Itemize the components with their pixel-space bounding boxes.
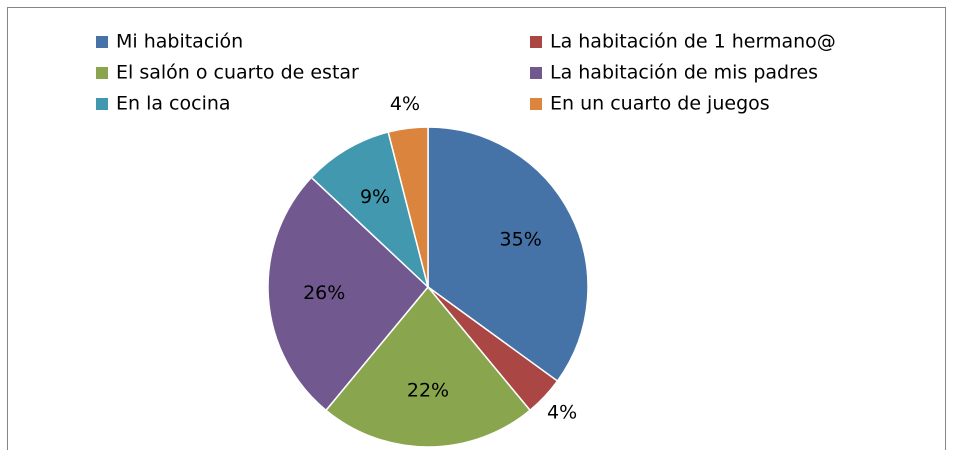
legend-swatch [96, 36, 108, 48]
data-label: 9% [360, 186, 390, 208]
data-label: 22% [407, 380, 449, 402]
legend-label: La habitación de 1 hermano@ [550, 31, 836, 53]
pie-slice [324, 285, 532, 448]
pie-slice [310, 131, 430, 290]
legend-label: Mi habitación [116, 31, 243, 53]
legend-label: En un cuarto de juegos [550, 93, 770, 115]
chart-frame [7, 7, 946, 450]
pie-slice [427, 126, 589, 383]
legend-swatch [530, 98, 542, 110]
legend-swatch [530, 36, 542, 48]
data-label: 35% [500, 228, 542, 250]
data-label: 26% [303, 282, 345, 304]
legend-swatch [96, 98, 108, 110]
legend-label: El salón o cuarto de estar [116, 62, 359, 84]
data-label: 4% [547, 401, 577, 423]
data-label: 4% [390, 93, 420, 115]
legend-label: La habitación de mis padres [550, 62, 818, 84]
legend-swatch [530, 67, 542, 79]
pie-slice [387, 126, 429, 288]
legend-swatch [96, 67, 108, 79]
legend-label: En la cocina [116, 93, 231, 115]
pie-slice [267, 176, 430, 412]
